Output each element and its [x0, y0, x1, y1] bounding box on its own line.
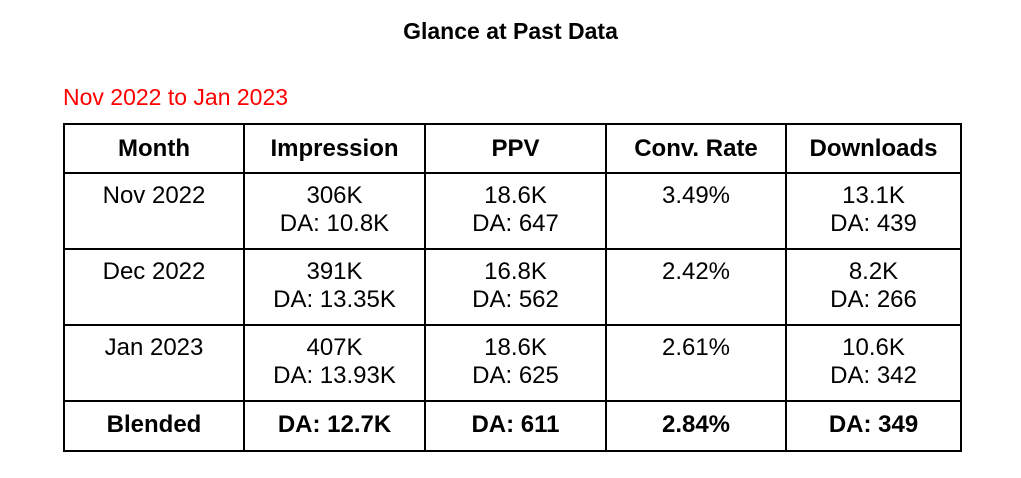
month-cell: Jan 2023 — [63, 324, 245, 402]
header-cell-impression: Impression — [243, 123, 426, 174]
impression-cell: DA: 12.7K — [243, 400, 426, 452]
main-value: 10.6K — [842, 334, 905, 361]
da-value: DA: 13.35K — [273, 286, 396, 313]
da-value: DA: 13.93K — [273, 362, 396, 389]
table-row-nov-2022: Nov 2022 306K DA: 10.8K 18.6K DA: 647 3.… — [63, 172, 962, 250]
table-row-blended: Blended DA: 12.7K DA: 611 2.84% DA: 349 — [63, 400, 962, 452]
header-cell-month: Month — [63, 123, 245, 174]
da-value: DA: 266 — [830, 286, 917, 313]
table-row-jan-2023: Jan 2023 407K DA: 13.93K 18.6K DA: 625 2… — [63, 324, 962, 402]
ppv-cell: DA: 611 — [424, 400, 607, 452]
table-header-row: Month Impression PPV Conv. Rate Download… — [63, 123, 962, 174]
conv-rate-cell: 2.84% — [605, 400, 787, 452]
month-cell: Blended — [63, 400, 245, 452]
page-title: Glance at Past Data — [403, 18, 618, 44]
main-value: 306K — [306, 182, 363, 209]
ppv-cell: 18.6K DA: 647 — [424, 172, 607, 250]
main-value: 18.6K — [484, 334, 547, 361]
main-value: 391K — [306, 258, 363, 285]
conv-rate-cell: 2.42% — [605, 248, 787, 326]
date-range-subtitle: Nov 2022 to Jan 2023 — [63, 84, 289, 110]
header-cell-conv-rate: Conv. Rate — [605, 123, 787, 174]
conv-rate-cell: 3.49% — [605, 172, 787, 250]
downloads-cell: DA: 349 — [785, 400, 962, 452]
da-value: DA: 562 — [472, 286, 559, 313]
header-cell-downloads: Downloads — [785, 123, 962, 174]
downloads-cell: 13.1K DA: 439 — [785, 172, 962, 250]
ppv-cell: 18.6K DA: 625 — [424, 324, 607, 402]
main-value: 407K — [306, 334, 363, 361]
past-data-table: Month Impression PPV Conv. Rate Download… — [63, 123, 962, 452]
main-value: 8.2K — [848, 258, 899, 285]
month-cell: Nov 2022 — [63, 172, 245, 250]
main-value: 16.8K — [484, 258, 547, 285]
impression-cell: 391K DA: 13.35K — [243, 248, 426, 326]
downloads-cell: 10.6K DA: 342 — [785, 324, 962, 402]
da-value: DA: 625 — [472, 362, 559, 389]
main-value: 13.1K — [842, 182, 905, 209]
conv-rate-cell: 2.61% — [605, 324, 787, 402]
da-value: DA: 342 — [830, 362, 917, 389]
month-cell: Dec 2022 — [63, 248, 245, 326]
table-row-dec-2022: Dec 2022 391K DA: 13.35K 16.8K DA: 562 2… — [63, 248, 962, 326]
da-value: DA: 439 — [830, 210, 917, 237]
impression-cell: 407K DA: 13.93K — [243, 324, 426, 402]
slide-page: Glance at Past Data Nov 2022 to Jan 2023… — [0, 18, 1021, 478]
da-value: DA: 647 — [472, 210, 559, 237]
downloads-cell: 8.2K DA: 266 — [785, 248, 962, 326]
impression-cell: 306K DA: 10.8K — [243, 172, 426, 250]
ppv-cell: 16.8K DA: 562 — [424, 248, 607, 326]
main-value: 18.6K — [484, 182, 547, 209]
da-value: DA: 10.8K — [279, 210, 390, 237]
header-cell-ppv: PPV — [424, 123, 607, 174]
